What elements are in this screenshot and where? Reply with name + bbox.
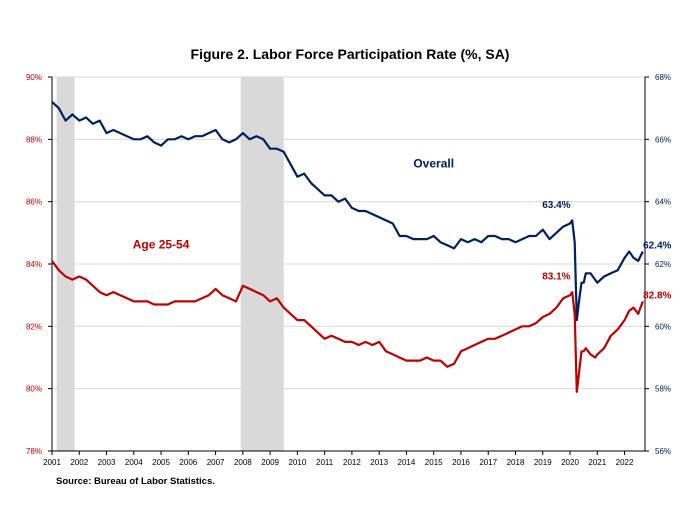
- annotation-label: 62.4%: [643, 240, 671, 251]
- x-tick-label: 2018: [507, 458, 525, 467]
- x-tick-label: 2001: [43, 458, 61, 467]
- series-lines: [51, 101, 644, 393]
- y-left-tick-label: 78%: [26, 447, 42, 456]
- y-right-tick-label: 62%: [655, 260, 671, 269]
- x-tick-label: 2004: [125, 458, 143, 467]
- source-note: Source: Bureau of Labor Statistics.: [56, 476, 215, 487]
- y-right-tick-label: 58%: [655, 385, 671, 394]
- x-tick-label: 2019: [534, 458, 552, 467]
- annotation-label: 83.1%: [542, 272, 570, 283]
- x-tick-label: 2007: [207, 458, 225, 467]
- x-tick-label: 2011: [316, 458, 334, 467]
- x-tick-label: 2005: [152, 458, 170, 467]
- series-line: [51, 101, 644, 322]
- y-right-tick-label: 60%: [655, 322, 671, 331]
- x-tick-label: 2006: [179, 458, 197, 467]
- annotation-label: 63.4%: [542, 200, 570, 211]
- x-tick-label: 2017: [479, 458, 497, 467]
- x-tick-label: 2014: [398, 458, 416, 467]
- y-right-tick-label: 56%: [655, 447, 671, 456]
- x-tick-label: 2002: [70, 458, 88, 467]
- y-left-tick-label: 80%: [26, 385, 42, 394]
- x-tick-label: 2022: [616, 458, 634, 467]
- y-left-tick-label: 82%: [26, 322, 42, 331]
- annotation-label: 82.8%: [643, 290, 671, 301]
- y-right-tick-label: 68%: [655, 73, 671, 82]
- annotation-label: Age 25-54: [133, 237, 190, 251]
- x-tick-label: 2012: [343, 458, 361, 467]
- y-left-tick-label: 84%: [26, 260, 42, 269]
- x-tick-label: 2010: [288, 458, 306, 467]
- x-tick-label: 2020: [561, 458, 579, 467]
- x-tick-label: 2016: [452, 458, 470, 467]
- y-right-tick-label: 66%: [655, 135, 671, 144]
- x-tick-label: 2003: [98, 458, 116, 467]
- x-tick-label: 2008: [234, 458, 252, 467]
- y-left-tick-label: 88%: [26, 135, 42, 144]
- x-tick-label: 2015: [425, 458, 443, 467]
- series-line: [51, 260, 644, 393]
- y-right-tick-label: 64%: [655, 198, 671, 207]
- chart-title: Figure 2. Labor Force Participation Rate…: [190, 46, 510, 62]
- x-tick-label: 2021: [588, 458, 606, 467]
- chart-annotations: Overall Age 25-54 63.4% 62.4% 83.1% 82.8%: [133, 156, 672, 301]
- x-tick-label: 2009: [261, 458, 279, 467]
- x-tick-label: 2013: [370, 458, 388, 467]
- y-left-tick-label: 86%: [26, 198, 42, 207]
- y-left-tick-label: 90%: [26, 73, 42, 82]
- axes: 78% 56% 80% 58% 82% 60% 84% 62% 86% 64% 88% 66% 90% 6…: [26, 73, 671, 467]
- annotation-label: Overall: [413, 156, 454, 170]
